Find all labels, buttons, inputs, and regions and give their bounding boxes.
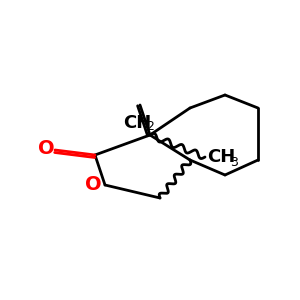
Text: O: O	[85, 176, 101, 194]
Text: O: O	[38, 139, 54, 158]
Text: 2: 2	[146, 121, 154, 134]
Text: CH: CH	[123, 114, 151, 132]
Text: 3: 3	[230, 155, 238, 169]
Text: CH: CH	[207, 148, 235, 166]
